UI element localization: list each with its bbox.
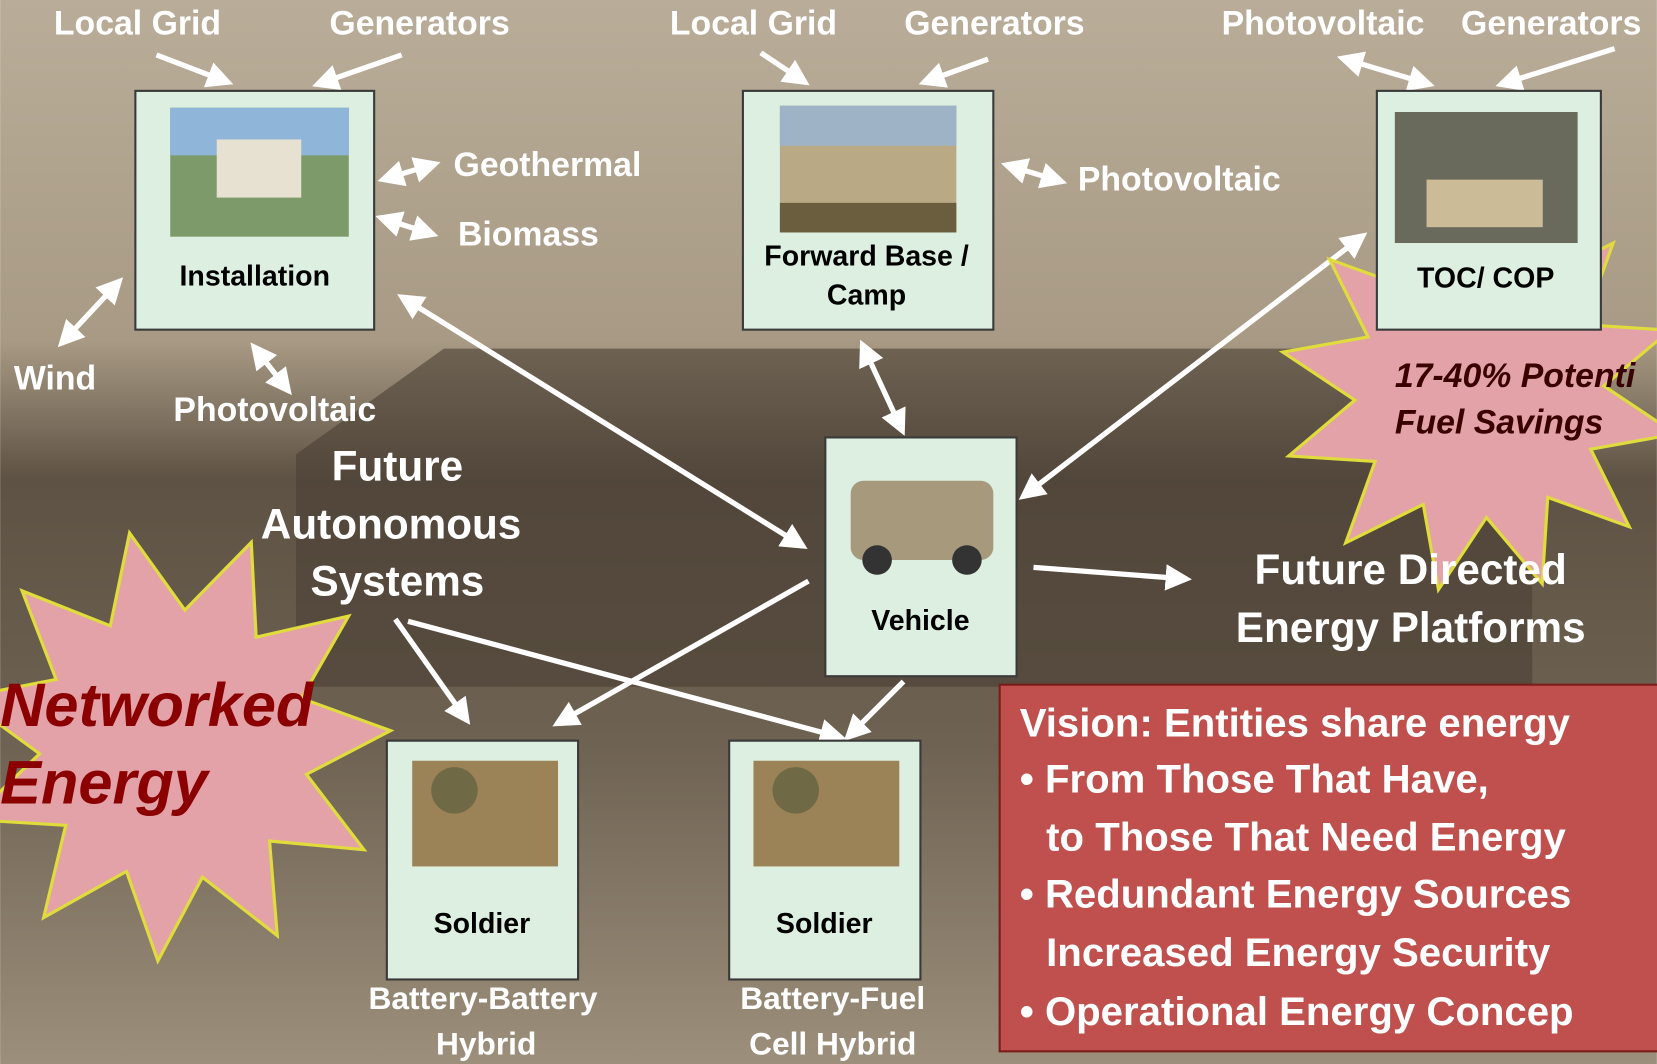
source-label: Generators xyxy=(904,4,1084,42)
photo-helmet xyxy=(773,767,819,813)
photo-vehicle xyxy=(1427,180,1543,228)
node-label: Installation xyxy=(180,260,331,292)
source-label: Photovoltaic xyxy=(1222,4,1425,42)
source-label: Photovoltaic xyxy=(1078,161,1281,199)
node-label: Camp xyxy=(827,279,906,311)
node-label: TOC/ COP xyxy=(1417,263,1554,295)
photo-wheel xyxy=(952,545,982,575)
node-caption: Battery-Fuel xyxy=(740,980,925,1016)
vision-box: Vision: Entities share energy • From Tho… xyxy=(1000,685,1657,1052)
source-label: Local Grid xyxy=(54,4,221,42)
photo-containers xyxy=(780,203,956,233)
vision-line: to Those That Need Energy xyxy=(1046,815,1566,860)
node-label: Vehicle xyxy=(871,605,969,637)
vision-line: • Redundant Energy Sources xyxy=(1020,872,1572,917)
star-line: Fuel Savings xyxy=(1395,404,1603,442)
vision-line: • From Those That Have, xyxy=(1020,756,1489,801)
node-soldier-1: Soldier Battery-Battery Hybrid xyxy=(369,741,598,1062)
source-label: Generators xyxy=(1461,4,1641,42)
node-caption: Cell Hybrid xyxy=(749,1025,916,1061)
source-label: Geothermal xyxy=(454,146,642,184)
photo-building xyxy=(217,139,302,197)
vision-line: Vision: Entities share energy xyxy=(1020,700,1571,745)
vision-line: • Operational Energy Concep xyxy=(1020,989,1574,1034)
node-photo xyxy=(412,761,558,867)
page: Installation Forward Base / Camp TOC/ CO… xyxy=(0,0,1657,1064)
node-label: Forward Base / xyxy=(764,240,969,272)
photo-sky xyxy=(780,106,956,146)
node-caption: Hybrid xyxy=(436,1025,536,1061)
source-label: Biomass xyxy=(458,216,599,254)
callout-line: Energy Platforms xyxy=(1236,604,1586,651)
star-line: Networked xyxy=(0,671,315,739)
star-line: Energy xyxy=(0,748,211,816)
photo-wheel xyxy=(862,545,892,575)
photo-helmet xyxy=(431,767,477,813)
star-line: 17-40% Potenti xyxy=(1395,357,1636,395)
source-label: Wind xyxy=(14,359,96,397)
source-label: Photovoltaic xyxy=(173,391,376,429)
callout-line: Autonomous xyxy=(261,500,522,547)
node-soldier-2: Soldier Battery-Fuel Cell Hybrid xyxy=(729,741,925,1062)
node-photo xyxy=(753,761,899,867)
node-label: Soldier xyxy=(776,908,873,940)
diagram: Installation Forward Base / Camp TOC/ CO… xyxy=(0,0,1657,1064)
callout-line: Future Directed xyxy=(1255,546,1567,593)
source-label: Generators xyxy=(329,4,509,42)
callout-line: Systems xyxy=(310,557,484,604)
source-label: Local Grid xyxy=(670,4,837,42)
node-installation: Installation xyxy=(135,91,374,330)
node-toc: TOC/ COP xyxy=(1377,91,1601,330)
node-label: Soldier xyxy=(434,908,531,940)
node-caption: Battery-Battery xyxy=(369,980,598,1016)
vision-line: Increased Energy Security xyxy=(1046,930,1551,975)
node-vehicle: Vehicle xyxy=(825,437,1016,676)
node-forward-base: Forward Base / Camp xyxy=(743,91,993,330)
callout-line: Future xyxy=(332,442,463,489)
